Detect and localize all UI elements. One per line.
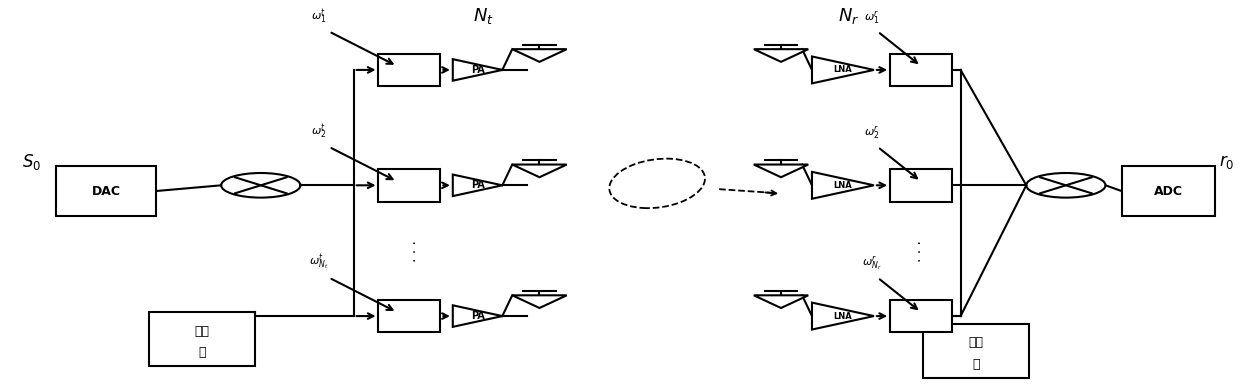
- Polygon shape: [512, 295, 567, 308]
- Polygon shape: [512, 49, 567, 62]
- Text: 器: 器: [198, 346, 206, 359]
- Text: ADC: ADC: [1153, 185, 1183, 198]
- Text: $\omega_{N_t}^t$: $\omega_{N_t}^t$: [309, 252, 329, 272]
- Polygon shape: [754, 164, 808, 177]
- Polygon shape: [812, 172, 874, 199]
- Polygon shape: [512, 164, 567, 177]
- Text: · · ·: · · ·: [914, 240, 928, 262]
- Text: 移相: 移相: [195, 325, 210, 338]
- Polygon shape: [453, 59, 502, 81]
- Polygon shape: [812, 56, 874, 83]
- Bar: [378, 300, 440, 332]
- Bar: [57, 166, 155, 216]
- Text: $\omega_2^t$: $\omega_2^t$: [311, 122, 327, 141]
- Bar: [890, 54, 952, 86]
- Polygon shape: [453, 305, 502, 327]
- Bar: [924, 324, 1029, 378]
- Text: PA: PA: [471, 65, 485, 75]
- Polygon shape: [812, 303, 874, 330]
- Text: $N_t$: $N_t$: [474, 6, 495, 26]
- Text: DAC: DAC: [92, 185, 120, 198]
- Polygon shape: [754, 295, 808, 308]
- Bar: [1122, 166, 1214, 216]
- Bar: [149, 312, 254, 366]
- Text: · · ·: · · ·: [409, 240, 423, 262]
- Bar: [890, 169, 952, 201]
- Text: $N_r$: $N_r$: [838, 6, 859, 26]
- Text: $\omega_1^r$: $\omega_1^r$: [864, 9, 879, 26]
- Polygon shape: [754, 49, 808, 62]
- Text: PA: PA: [471, 311, 485, 321]
- Text: LNA: LNA: [833, 312, 852, 321]
- Text: LNA: LNA: [833, 65, 852, 74]
- Text: $\omega_{N_r}^r$: $\omega_{N_r}^r$: [862, 254, 882, 272]
- Text: PA: PA: [471, 180, 485, 190]
- Text: $\omega_2^r$: $\omega_2^r$: [864, 125, 879, 141]
- Bar: [378, 169, 440, 201]
- Text: 移相: 移相: [968, 336, 983, 349]
- Text: $r_0$: $r_0$: [1219, 153, 1235, 171]
- Bar: [890, 300, 952, 332]
- Text: $\omega_1^t$: $\omega_1^t$: [311, 7, 327, 26]
- Text: LNA: LNA: [833, 181, 852, 190]
- Polygon shape: [453, 174, 502, 196]
- Text: $S_0$: $S_0$: [22, 152, 41, 172]
- Bar: [378, 54, 440, 86]
- Text: 器: 器: [972, 358, 980, 371]
